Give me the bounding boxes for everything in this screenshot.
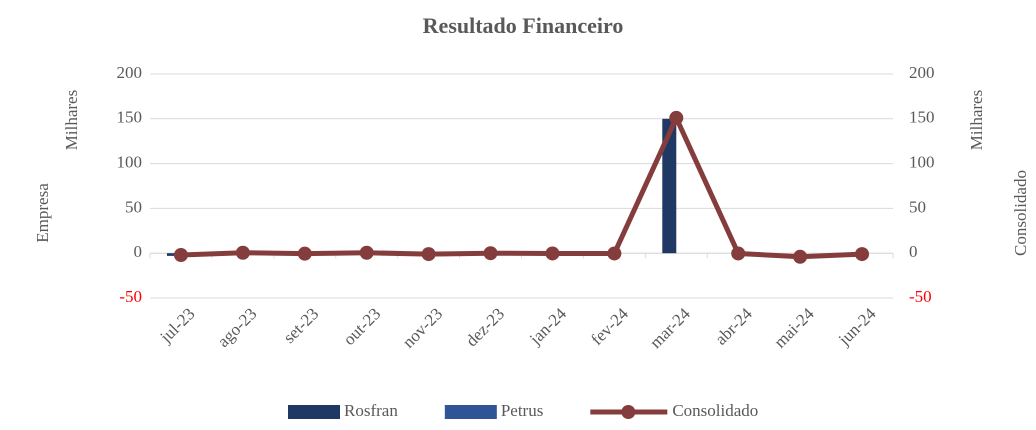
y2-tick-label: 0: [909, 242, 918, 261]
x-tick-label: set-23: [280, 304, 323, 347]
y-axis-title: Empresa: [33, 183, 52, 243]
y-axis-units: Milhares: [62, 90, 81, 150]
marker: [731, 246, 746, 261]
y-tick-label: 100: [117, 153, 143, 172]
marker: [483, 246, 498, 261]
marker: [545, 246, 560, 261]
marker: [173, 247, 188, 262]
x-tick-label: jun-24: [834, 304, 880, 350]
x-tick-label: out-23: [339, 304, 384, 349]
y-tick-label: 200: [117, 63, 143, 82]
y-tick-label: -50: [119, 287, 142, 306]
marker: [235, 245, 250, 260]
x-tick-label: ago-23: [214, 304, 261, 351]
x-tick-label: mar-24: [646, 304, 694, 352]
x-tick-label: abr-24: [711, 304, 756, 349]
marker: [359, 245, 374, 260]
x-tick-label: nov-23: [399, 304, 446, 351]
bar: [166, 253, 181, 256]
y-tick-label: 50: [125, 197, 142, 216]
y2-tick-label: 150: [909, 108, 935, 127]
line: [180, 115, 863, 260]
y2-tick-label: 100: [909, 153, 935, 172]
marker: [793, 249, 808, 264]
marker: [297, 246, 312, 261]
legend-swatch: [288, 405, 340, 419]
x-tick-label: mai-24: [770, 304, 818, 352]
y2-tick-label: 50: [909, 197, 926, 216]
y-tick-label: 150: [117, 108, 143, 127]
y2-tick-label: 200: [909, 63, 935, 82]
bar: [662, 118, 677, 254]
x-tick-label: fev-24: [587, 304, 632, 349]
legend-label: Petrus: [501, 401, 544, 420]
legend-label: Rosfran: [344, 401, 398, 420]
y-tick-label: 0: [134, 242, 143, 261]
marker: [669, 110, 684, 125]
chart-title: Resultado Financeiro: [423, 13, 624, 38]
x-tick-label: jan-24: [525, 304, 570, 349]
y2-tick-label: -50: [909, 287, 932, 306]
marker: [855, 247, 870, 262]
y2-axis-units: Milhares: [967, 90, 986, 150]
x-tick-label: dez-23: [462, 304, 508, 350]
marker: [421, 247, 436, 262]
legend-swatch: [444, 405, 497, 419]
marker: [607, 246, 622, 261]
x-tick-label: jul-23: [156, 304, 199, 347]
legend-marker: [621, 405, 636, 419]
legend-label: Consolidado: [672, 401, 758, 420]
y2-axis-title: Consolidado: [1011, 170, 1030, 256]
